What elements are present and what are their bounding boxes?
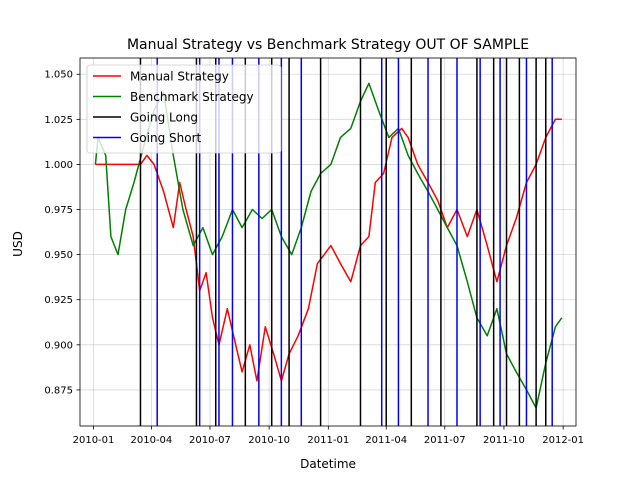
x-tick-label: 2012-01	[542, 435, 584, 446]
axes: 2010-01 2010-04 2010-07 2010-10 2011-01 2011-…	[44, 57, 584, 446]
legend-label-benchmark-strategy: Benchmark Strategy	[130, 90, 254, 104]
y-tick-label: 0.900	[44, 340, 73, 351]
y-axis-label: USD	[11, 231, 25, 257]
legend: Manual Strategy Benchmark Strategy Going L…	[86, 64, 282, 154]
legend-box	[86, 64, 282, 154]
x-tick-label: 2010-04	[131, 435, 173, 446]
x-tick-label: 2010-10	[248, 435, 290, 446]
signals-layer	[139, 58, 553, 426]
x-tick-label: 2011-07	[424, 435, 466, 446]
y-tick-label: 1.000	[44, 160, 73, 171]
series-line-manual-strategy	[95, 118, 562, 382]
legend-label-manual-strategy: Manual Strategy	[130, 70, 229, 84]
legend-label-going-long: Going Long	[130, 111, 198, 125]
y-tick-label: 0.950	[44, 250, 73, 261]
x-tick-label: 2011-10	[483, 435, 525, 446]
y-tick-label: 0.875	[44, 385, 73, 396]
x-axis-label: Datetime	[300, 457, 356, 471]
x-tick-label: 2010-01	[73, 435, 115, 446]
y-tick-label: 1.025	[44, 115, 73, 126]
x-tick-label: 2010-07	[189, 435, 231, 446]
chart-title: Manual Strategy vs Benchmark Strategy OU…	[127, 37, 529, 53]
y-tick-label: 1.050	[44, 70, 73, 81]
x-tick-label: 2011-01	[307, 435, 349, 446]
legend-label-going-short: Going Short	[130, 131, 202, 145]
x-tick-label: 2011-04	[365, 435, 407, 446]
y-tick-label: 0.975	[44, 205, 73, 216]
y-tick-label: 0.925	[44, 295, 73, 306]
